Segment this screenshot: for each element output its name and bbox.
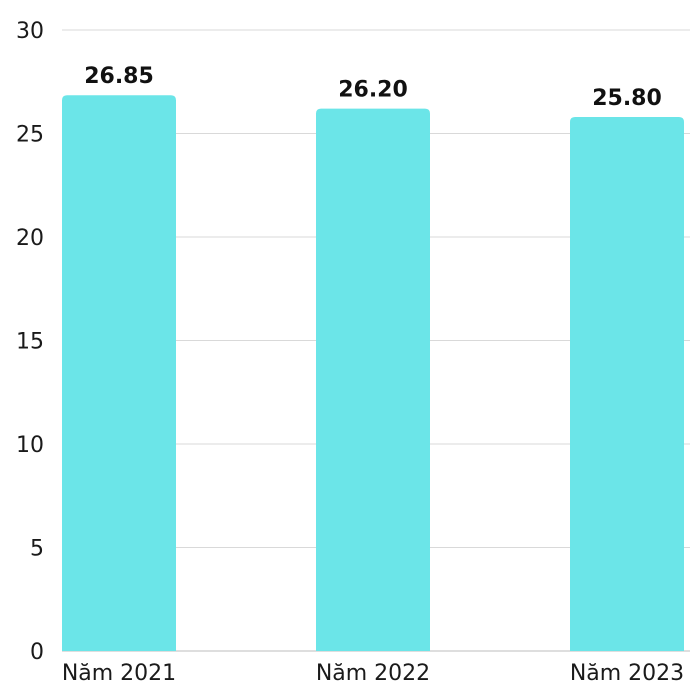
y-tick-label-0: 0: [30, 640, 44, 665]
y-tick-label-30: 30: [16, 19, 44, 44]
bar-1: [62, 95, 176, 651]
x-tick-label-2: Năm 2022: [316, 661, 430, 686]
y-tick-label-5: 5: [30, 537, 44, 562]
bar-2: [316, 108, 430, 651]
y-tick-label-10: 10: [16, 433, 44, 458]
bars-layer: [62, 95, 684, 651]
data-label-2: 26.20: [338, 78, 408, 103]
y-tick-label-25: 25: [16, 123, 44, 148]
x-tick-label-3: Năm 2023: [570, 661, 684, 686]
y-tick-label-15: 15: [16, 330, 44, 355]
y-tick-label-20: 20: [16, 226, 44, 251]
data-label-3: 25.80: [592, 86, 662, 111]
data-label-1: 26.85: [84, 64, 154, 89]
bar-3: [570, 116, 684, 651]
labels-layer: 0 5 10 15 20 25 30 26.85 Năm 2021 26.20 Năm 2022 25…: [16, 19, 684, 686]
x-tick-label-1: Năm 2021: [62, 661, 176, 686]
